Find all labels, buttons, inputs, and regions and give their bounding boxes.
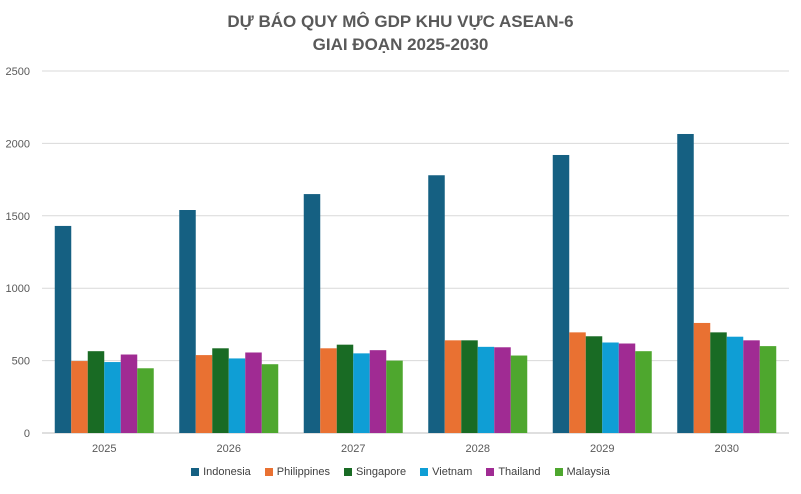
bar [71, 361, 88, 433]
legend-swatch [191, 468, 200, 476]
legend-item: Thailand [486, 466, 541, 478]
bar [635, 351, 652, 433]
bar [710, 332, 727, 433]
legend-item: Malaysia [554, 466, 610, 478]
bar [510, 355, 528, 433]
legend-label: Singapore [356, 466, 407, 478]
bar [195, 355, 213, 433]
y-tick-label: 1000 [6, 283, 30, 295]
y-tick-label: 1500 [6, 211, 30, 223]
bar [54, 225, 72, 433]
bar [461, 340, 478, 433]
legend-label: Malaysia [566, 466, 610, 478]
legend-item: Singapore [344, 466, 406, 478]
chart-title-line1: DỰ BÁO QUY MÔ GDP KHU VỰC ASEAN-6 [227, 12, 574, 31]
bar [585, 336, 603, 433]
legend-label: Thailand [498, 466, 541, 478]
bar [137, 368, 154, 433]
bar [602, 342, 619, 433]
legend-swatch [344, 468, 352, 476]
bar [677, 133, 694, 433]
y-tick-label: 2000 [6, 138, 30, 150]
bar [320, 348, 337, 433]
bar [228, 358, 246, 433]
legend-swatch [264, 468, 273, 476]
x-tick-label: 2030 [715, 443, 739, 455]
bar [87, 351, 105, 433]
legend-item: Indonesia [191, 466, 251, 478]
bar [726, 336, 744, 433]
x-tick-label: 2029 [590, 443, 614, 455]
bar [303, 194, 321, 433]
bar [494, 347, 511, 433]
legend-label: Philippines [276, 466, 330, 478]
bar [261, 364, 279, 433]
chart-title: DỰ BÁO QUY MÔ GDP KHU VỰC ASEAN-6 GIAI Đ… [0, 10, 801, 56]
legend-swatch [420, 468, 429, 476]
chart-title-line2: GIAI ĐOẠN 2025-2030 [312, 35, 489, 54]
legend-label: Indonesia [203, 466, 251, 478]
bar [759, 346, 777, 433]
legend-item: Philippines [264, 466, 330, 478]
bar [428, 175, 445, 434]
legend-swatch [486, 468, 495, 476]
bar [693, 322, 711, 433]
legend-item: Vietnam [420, 466, 472, 478]
bar [104, 362, 121, 433]
x-tick-label: 2028 [466, 443, 490, 455]
bar [552, 154, 570, 433]
legend-label: Vietnam [432, 466, 473, 478]
y-tick-label: 500 [12, 356, 30, 368]
legend: Indonesia Philippines Singapore Vietnam Thai… [0, 466, 801, 478]
bar [743, 340, 760, 433]
bar [212, 348, 229, 433]
bar [336, 344, 354, 433]
bar [477, 346, 495, 433]
bar [386, 360, 403, 433]
bar [369, 350, 387, 433]
y-tick-label: 0 [24, 428, 30, 440]
bar [179, 210, 196, 433]
bar [120, 354, 138, 433]
bar [353, 353, 370, 433]
bar [569, 332, 586, 433]
y-tick-label: 2500 [6, 66, 30, 78]
x-tick-label: 2027 [341, 443, 365, 455]
bar [245, 352, 262, 433]
x-tick-label: 2025 [92, 443, 116, 455]
bar [618, 343, 636, 433]
bar [444, 340, 462, 433]
x-tick-label: 2026 [217, 443, 241, 455]
legend-swatch [554, 468, 563, 476]
